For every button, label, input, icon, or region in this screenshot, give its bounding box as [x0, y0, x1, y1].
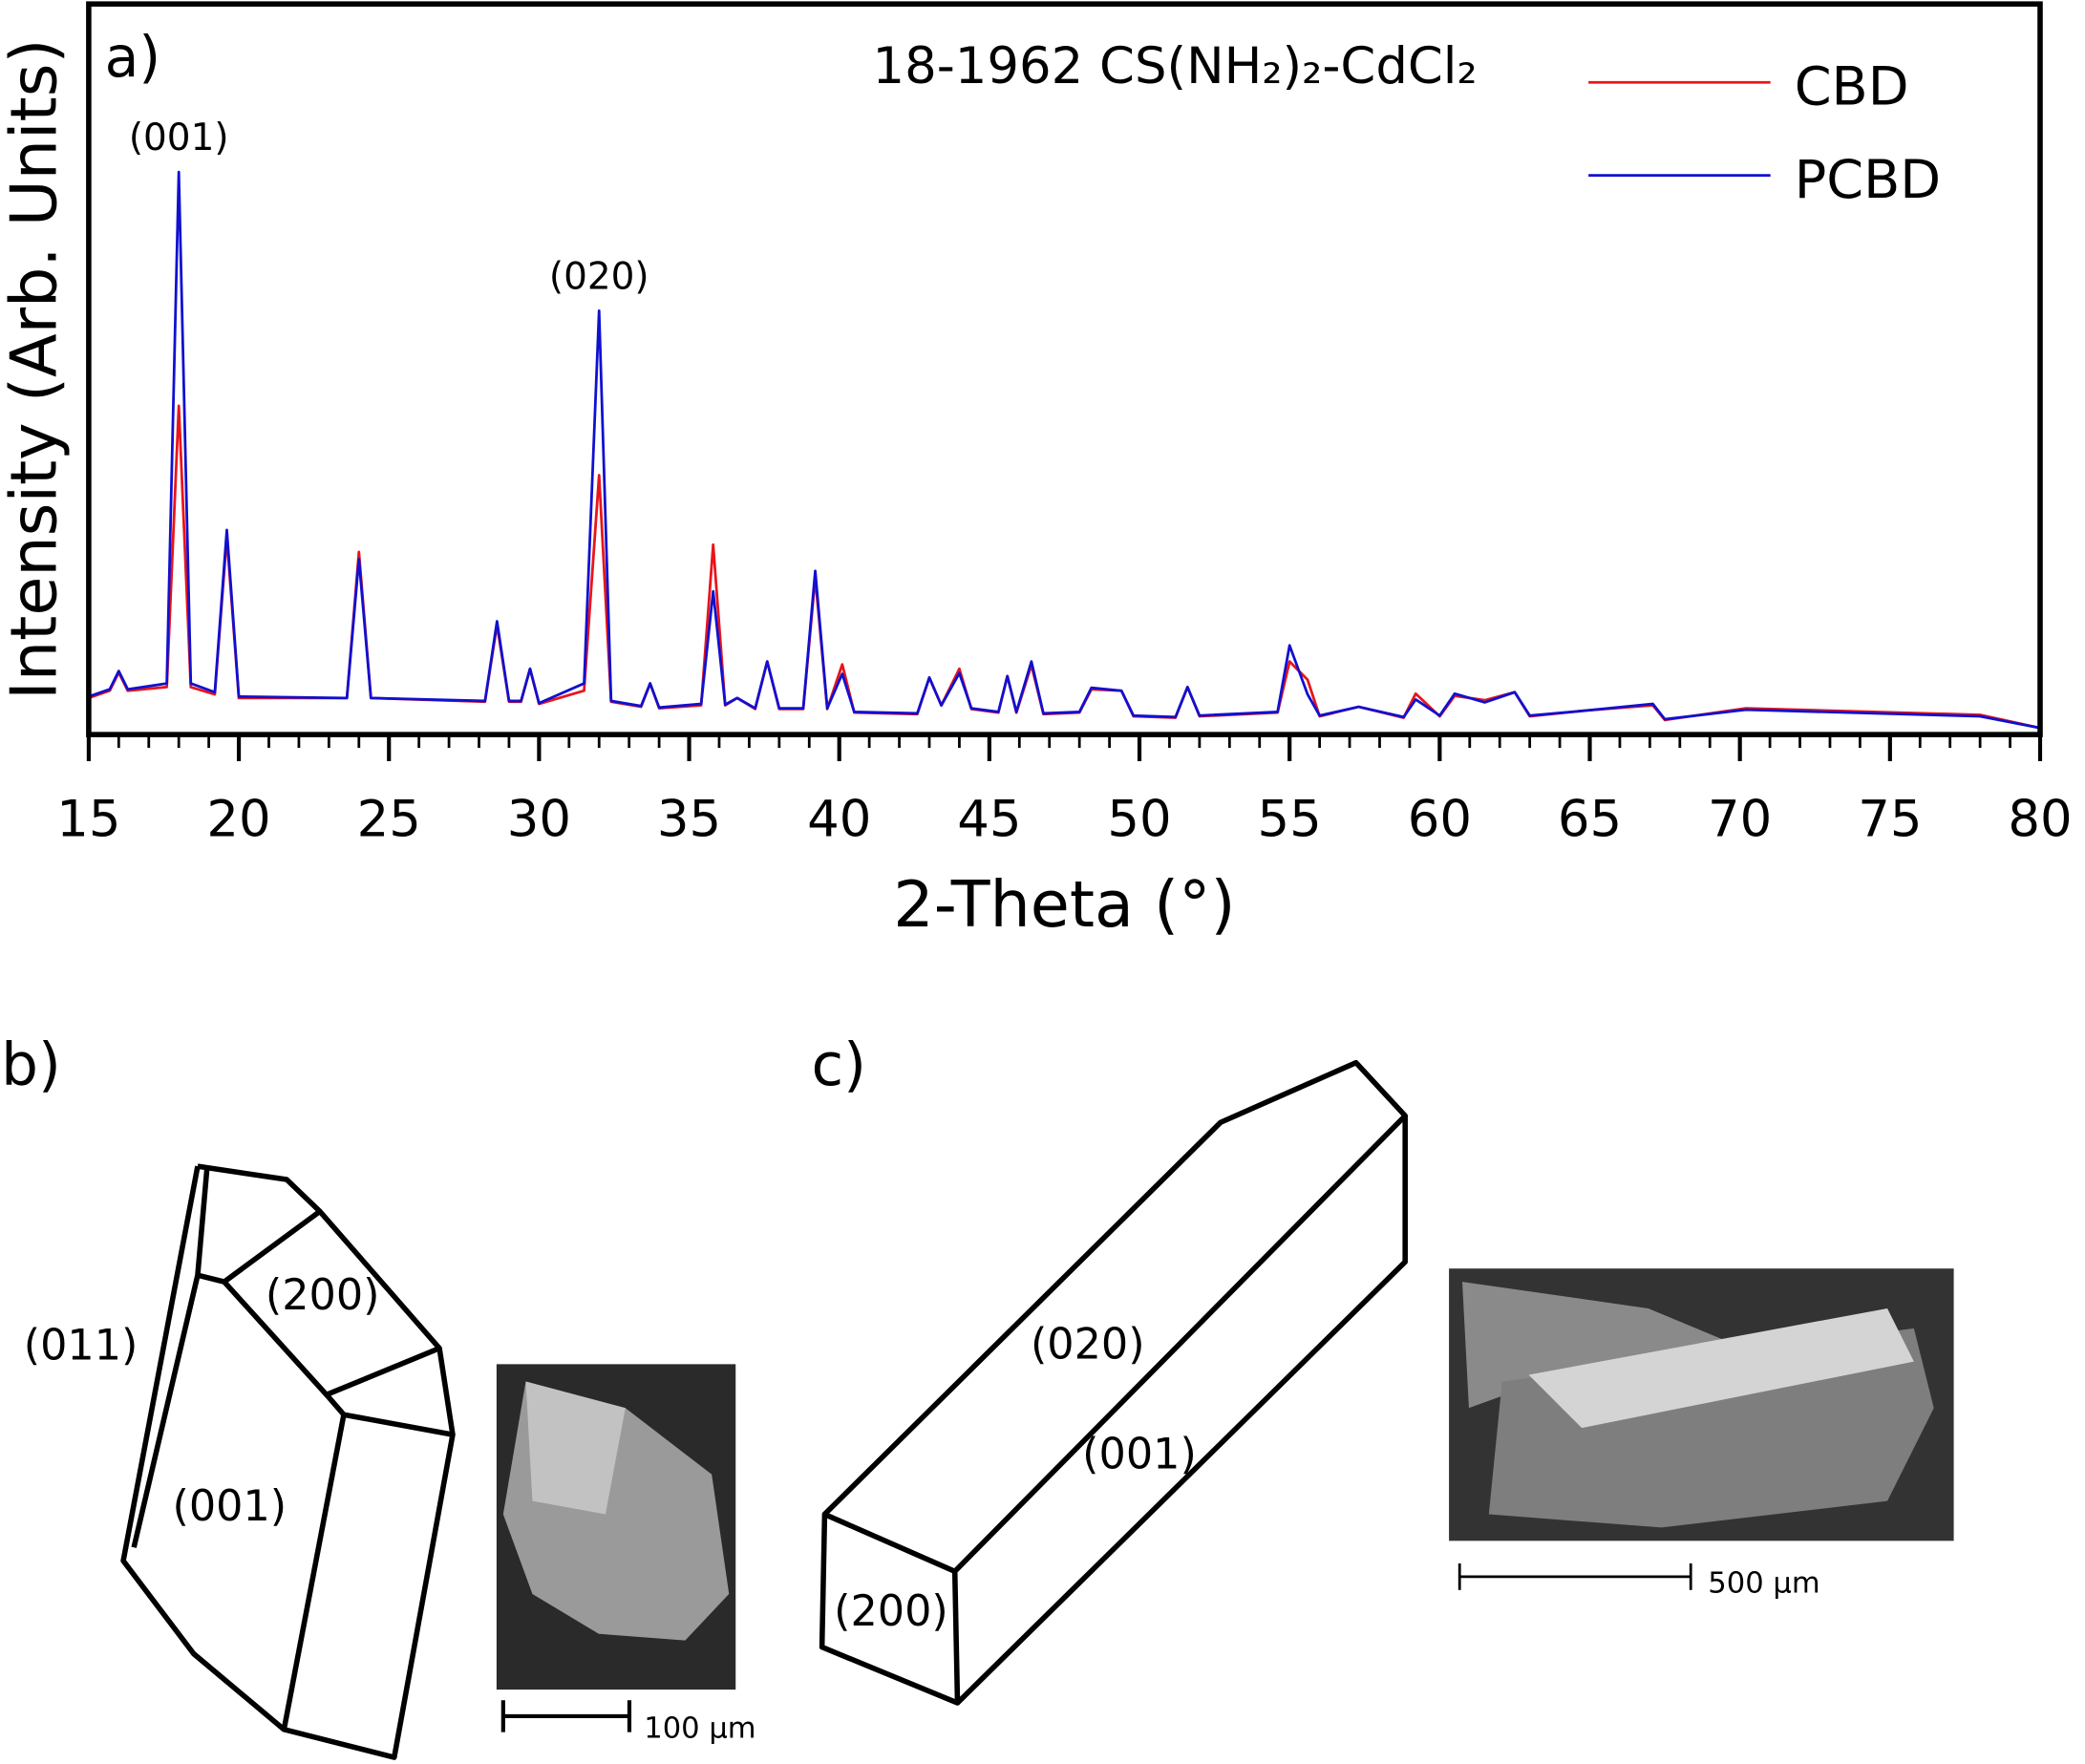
x-tick-label: 75	[1858, 791, 1922, 849]
chart-title: 18-1962 CS(NH₂)₂-CdCl₂	[872, 37, 1477, 96]
y-axis-title: Intensity (Arb. Units)	[0, 38, 72, 699]
edge	[131, 1168, 210, 1548]
x-tick-label: 80	[2008, 791, 2072, 849]
peak-label: (001)	[129, 117, 229, 159]
edge	[281, 1413, 347, 1731]
outline	[120, 1163, 456, 1760]
x-tick-label: 20	[206, 791, 270, 849]
edge	[324, 1392, 454, 1437]
x-tick-label: 45	[957, 791, 1021, 849]
face-label: (200)	[834, 1587, 948, 1636]
x-tick-label: 55	[1258, 791, 1322, 849]
panel-label: a)	[105, 25, 161, 90]
legend-label: PCBD	[1795, 149, 1941, 211]
x-tick-label: 15	[56, 791, 120, 849]
crystal-c: c) (020) (001) (200) 500 μm	[811, 1031, 1954, 1706]
series-line	[88, 170, 2041, 730]
face-label: (020)	[1031, 1320, 1145, 1369]
face-label: (200)	[266, 1271, 380, 1320]
x-tick-label: 65	[1558, 791, 1622, 849]
x-axis-title: 2-Theta (°)	[893, 867, 1235, 942]
series-line	[88, 404, 2041, 730]
face-label: (011)	[24, 1322, 138, 1371]
crystal-b: b) (200) (011) (001) 100 μm	[1, 1031, 756, 1760]
panel-label: c)	[811, 1031, 866, 1099]
x-tick-label: 50	[1107, 791, 1171, 849]
peak-label: (020)	[549, 256, 649, 299]
face-label: (001)	[1082, 1431, 1197, 1479]
scale-label: 100 μm	[644, 1711, 755, 1745]
face-label: (001)	[172, 1482, 287, 1531]
legend-label: CBD	[1795, 56, 1909, 118]
x-tick-label: 40	[807, 791, 871, 849]
sem-facet	[1528, 1307, 1914, 1429]
scale-label: 500 μm	[1708, 1567, 1819, 1601]
xrd-chart: 15 20 25 30 35 40 45 50 55 60 65 70 75 80 a) 18-1962 CS…	[0, 1, 2073, 942]
panel-label: b)	[1, 1031, 61, 1099]
sem-fragment	[1461, 1282, 1729, 1409]
edge	[822, 1059, 1408, 1574]
plot-frame	[86, 1, 2043, 737]
x-tick-label: 60	[1408, 791, 1472, 849]
sem-facet	[525, 1381, 626, 1515]
x-tick-label: 25	[357, 791, 421, 849]
x-tick-label: 70	[1708, 791, 1772, 849]
x-tick-label: 30	[507, 791, 571, 849]
edge	[955, 1116, 1408, 1706]
x-tick-label: 35	[657, 791, 721, 849]
